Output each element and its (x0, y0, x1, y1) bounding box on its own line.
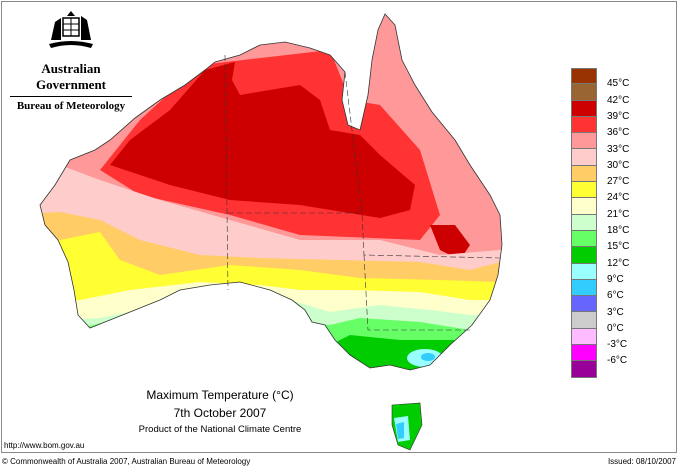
legend-swatch (571, 263, 597, 280)
legend-label: 45°C (607, 78, 630, 90)
state-borders (224, 54, 501, 331)
legend-swatch (571, 133, 597, 150)
legend-label: 12°C (607, 257, 630, 269)
legend-swatch (571, 345, 597, 362)
map-border (1, 1, 677, 453)
issued-date: Issued: 08/10/2007 (607, 457, 676, 466)
legend-label: 0°C (607, 322, 624, 334)
legend-label: 18°C (607, 225, 630, 236)
copyright-text: © Commonwealth of Australia 2007, Austra… (2, 457, 251, 466)
legend-swatch (571, 312, 597, 329)
band-12 (330, 335, 502, 370)
legend-swatch (571, 328, 597, 346)
band-15 (40, 312, 502, 370)
legend-swatch (571, 214, 597, 231)
coastline (39, 13, 503, 371)
legend-swatch (571, 182, 597, 199)
legend-swatch (571, 116, 597, 134)
legend-swatch (571, 247, 597, 264)
legend-label: 27°C (607, 176, 630, 188)
legend-label: 3°C (607, 306, 624, 318)
title-product: Product of the National Climate Centre (138, 424, 302, 435)
legend-label: 9°C (607, 273, 624, 285)
title-date: 7th October 2007 (173, 406, 267, 420)
band-39 (110, 62, 415, 218)
government-logo: Australian Government Bureau of Meteorol… (10, 10, 132, 112)
legend-swatch (571, 149, 597, 166)
legend-swatch (571, 230, 597, 248)
website-link[interactable]: http://www.bom.gov.au (4, 441, 85, 450)
legend-label: -3°C (607, 339, 628, 351)
legend-swatch (571, 84, 597, 101)
legend-label: 42°C (607, 94, 630, 106)
legend-swatch (571, 68, 597, 85)
legend-label: 33°C (607, 143, 630, 155)
legend-swatch (571, 296, 597, 313)
legend-label: 6°C (607, 290, 624, 302)
temperature-legend: 45°C 42°C 39°C 36°C 33°C 30°C 27°C 24°C 21°C 18°C… (571, 68, 629, 378)
map-title: Maximum Temperature (°C) 7th October 200… (120, 388, 320, 435)
legend-swatch (571, 361, 597, 378)
band-6 (421, 353, 435, 361)
legend-label: 15°C (607, 241, 630, 253)
legend-swatch (571, 100, 597, 117)
legend-label: 21°C (607, 208, 630, 220)
legend-label: 24°C (607, 192, 630, 204)
tasmania-band-6 (396, 422, 404, 439)
coat-of-arms-icon (49, 11, 93, 48)
legend-swatch (571, 198, 597, 215)
legend-label: 39°C (607, 110, 630, 122)
legend-label: 30°C (607, 159, 630, 171)
band-39-east (430, 225, 470, 260)
bureau-name: Bureau of Meteorology (16, 100, 126, 112)
title-line-1: Maximum Temperature (°C) (146, 388, 294, 402)
legend-label: 36°C (607, 127, 630, 139)
legend-swatch (571, 165, 597, 183)
legend-swatch (571, 279, 597, 297)
government-name: Australian Government (10, 61, 132, 97)
legend-label: -6°C (607, 355, 628, 367)
